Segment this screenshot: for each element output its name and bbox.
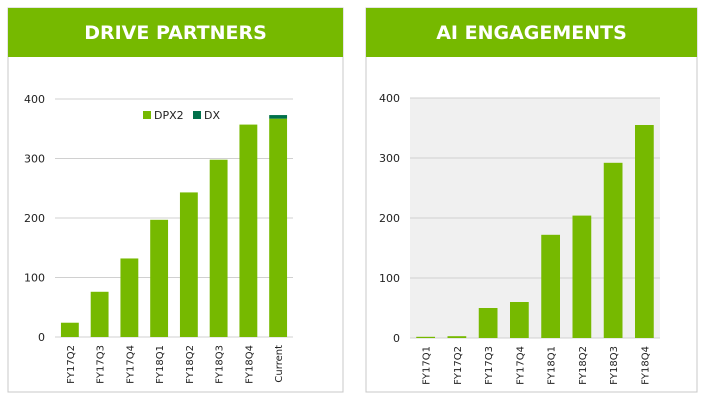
x-tick-label: FY18Q4	[640, 346, 651, 385]
bar	[60, 322, 79, 337]
bar	[478, 308, 498, 338]
bar	[541, 234, 560, 338]
legend-swatch	[193, 111, 201, 119]
x-tick-label: FY17Q4	[515, 346, 526, 385]
bar	[120, 258, 139, 337]
bar	[269, 118, 288, 337]
y-tick-label: 200	[24, 212, 45, 225]
y-tick-label: 300	[379, 152, 400, 165]
x-tick-label: FY17Q1	[422, 346, 433, 385]
bar	[447, 336, 467, 338]
panel-header	[8, 8, 343, 57]
y-tick-label: 0	[393, 332, 400, 345]
y-tick-label: 400	[24, 93, 45, 106]
y-tick-label: 0	[38, 331, 45, 344]
x-tick-label: Current	[274, 345, 285, 383]
bar	[90, 291, 109, 337]
panel-header	[366, 8, 697, 57]
x-tick-label: FY17Q2	[453, 346, 464, 385]
bar	[179, 192, 198, 337]
x-tick-label: FY17Q2	[66, 345, 77, 384]
x-tick-label: FY17Q4	[125, 345, 136, 384]
y-tick-label: 100	[24, 272, 45, 285]
x-tick-label: FY17Q3	[96, 345, 107, 384]
legend-label: DPX2	[154, 109, 184, 122]
bar	[239, 124, 258, 338]
bar	[269, 115, 288, 119]
bar	[572, 215, 592, 338]
panel-title: DRIVE PARTNERS	[84, 22, 267, 44]
bar	[209, 159, 228, 337]
bar	[416, 336, 435, 338]
x-tick-label: FY18Q2	[578, 346, 589, 385]
y-tick-label: 100	[379, 272, 400, 285]
bar	[510, 302, 529, 338]
legend-label: DX	[204, 109, 220, 122]
x-tick-label: FY17Q3	[484, 346, 495, 385]
x-tick-label: FY18Q2	[185, 345, 196, 384]
x-tick-label: FY18Q1	[547, 346, 558, 385]
bar	[150, 219, 169, 337]
bar	[603, 162, 623, 338]
x-tick-label: FY18Q3	[215, 345, 226, 384]
bar	[635, 125, 654, 338]
panel-title: AI ENGAGEMENTS	[436, 22, 627, 44]
x-tick-label: FY18Q3	[609, 346, 620, 385]
y-tick-label: 300	[24, 153, 45, 166]
y-tick-label: 400	[379, 92, 400, 105]
legend-swatch	[143, 111, 151, 119]
y-tick-label: 200	[379, 212, 400, 225]
x-tick-label: FY18Q4	[244, 345, 255, 384]
x-tick-label: FY18Q1	[155, 345, 166, 384]
